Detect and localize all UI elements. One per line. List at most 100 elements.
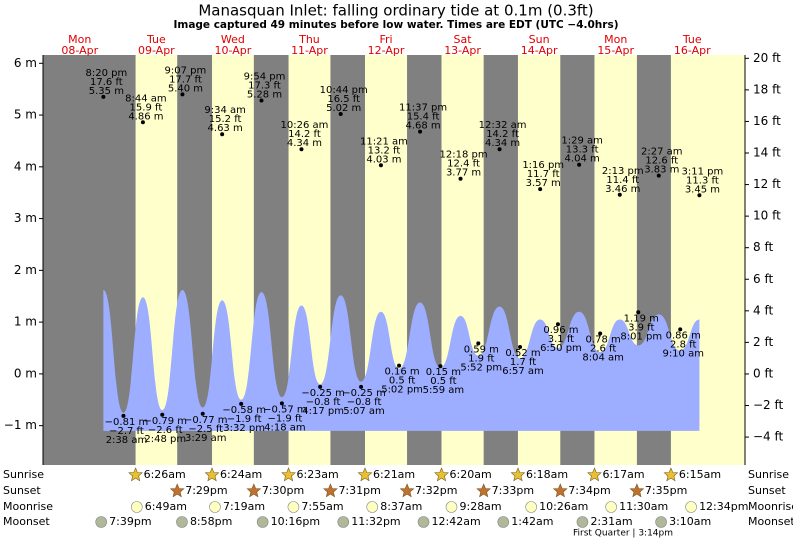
tide-time: 2:13 pm [602,166,644,177]
tide-feet: −0.8 ft [347,397,382,408]
tide-meters: −0.25 m [301,388,345,399]
y2-tick-label: 0 ft [753,366,773,380]
day-date: 13-Apr [444,44,481,57]
tide-meters: 0.86 m [666,330,701,341]
sunset-time: 7:29pm [185,484,227,497]
tide-time: 10:26 am [281,120,329,131]
tide-point [697,193,702,198]
tide-time: 6:50 pm [540,343,582,354]
tide-meters: 0.59 m [464,344,499,355]
tide-meters: 4.03 m [366,154,401,165]
y2-tick-label: 12 ft [753,177,781,191]
tide-time: 3:29 am [185,433,227,444]
tide-meters: 5.28 m [247,90,282,101]
moonset-icon [176,516,188,528]
moonset-icon [256,516,269,528]
day-date: 08-Apr [61,44,98,57]
y2-tick-label: 20 ft [753,51,781,65]
tide-point [636,310,641,315]
tide-point [538,187,543,192]
sunrise-time: 6:23am [297,468,339,481]
y-tick-label: 0 m [14,366,37,380]
tide-time: 5:02 pm [381,385,423,396]
tide-point [359,384,364,389]
tide-feet: −1.9 ft [227,414,262,425]
tide-point [476,341,481,346]
sunset-icon [246,483,262,498]
tide-point [200,411,205,416]
tide-feet: 3.1 ft [548,334,574,345]
sunrise-time: 6:17am [602,468,644,481]
tide-feet: 17.3 ft [248,81,281,92]
tide-point [299,147,304,152]
tide-point [555,322,560,327]
tide-time: 9:34 am [204,105,246,116]
tide-feet: −2.5 ft [188,424,223,435]
moonset-icon [337,516,350,528]
y-tick-label: −1 m [4,418,37,432]
tide-meters: 0.15 m [426,367,461,378]
tide-meters: 4.68 m [405,121,440,132]
tide-time: 4:17 pm [302,406,344,417]
tide-point [678,327,683,332]
tide-point [101,94,106,99]
tide-feet: 15.9 ft [130,102,163,113]
tide-point [497,147,502,152]
tide-meters: −0.25 m [342,388,386,399]
moonset-time: 2:31am [590,515,632,528]
tide-feet: −2.6 ft [148,425,183,436]
tide-meters: −0.58 m [222,405,266,416]
sunrise-icon [128,467,143,482]
tide-time: 2:38 am [106,435,148,446]
sunset-icon [323,483,338,498]
y2-tick-label: 8 ft [753,240,773,254]
row-label: Sunrise [3,468,44,481]
row-label: Moonrise [3,500,53,513]
moonset-icon [655,516,667,528]
tide-feet: 17.7 ft [169,74,202,85]
row-label: Sunset [748,484,786,497]
tide-meters: 0.96 m [543,325,578,336]
y-tick-label: 3 m [14,211,37,225]
moonset-time: 8:58pm [190,515,232,528]
day-name: Mon [604,33,627,46]
tide-time: 11:21 am [360,136,408,147]
day-name: Mon [68,33,91,46]
tide-meters: −0.57 m [263,404,307,415]
y2-tick-label: −2 ft [753,398,784,412]
moonrise-icon [605,501,617,513]
tide-time: 3:11 pm [682,166,724,177]
moonrise-icon [445,501,458,513]
day-name: Tue [682,33,702,46]
sunset-time: 7:33pm [492,484,534,497]
sunrise-time: 6:21am [373,468,415,481]
moonrise-time: 6:49am [145,500,187,513]
tide-time: 8:20 pm [85,68,127,79]
sunset-icon [169,483,185,498]
sunrise-icon [434,467,449,482]
sunset-time: 7:31pm [338,484,380,497]
tide-point [598,331,603,336]
moonrise-icon [685,501,697,513]
tide-meters: 4.34 m [287,138,322,149]
moonrise-icon [209,501,221,513]
day-name: Sun [529,33,550,46]
moonset-icon [576,516,589,528]
tide-curve [103,290,700,431]
tide-feet: 13.2 ft [368,145,401,156]
tide-meters: 5.02 m [326,103,361,114]
tide-time: 10:44 pm [320,85,368,96]
day-date: 10-Apr [215,44,252,57]
day-date: 09-Apr [138,44,175,57]
tide-feet: 14.2 ft [486,129,519,140]
row-label: Moonset [748,515,793,528]
moonrise-time: 12:34pm [699,500,748,513]
tide-meters: 3.57 m [526,178,561,189]
tide-time: 2:27 am [641,147,683,158]
tide-meters: 4.34 m [485,138,520,149]
y2-tick-label: 6 ft [753,272,773,286]
chart-title: Manasquan Inlet: falling ordinary tide a… [198,2,593,20]
tide-feet: −2.7 ft [109,426,144,437]
moonrise-icon [366,501,379,513]
tide-feet: −0.8 ft [306,397,341,408]
